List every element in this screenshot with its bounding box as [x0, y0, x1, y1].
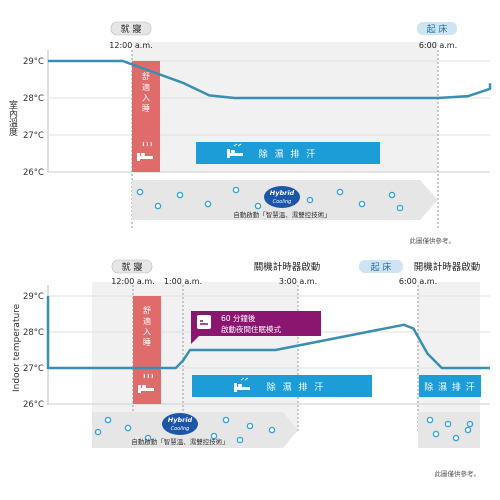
- bottom-dehumid-label: 除 濕 排 汗: [267, 381, 326, 393]
- bed-icon: [137, 141, 153, 161]
- humidity-dot: [222, 416, 230, 424]
- top-marker-time-0: 12:00 a.m.: [109, 41, 152, 50]
- bottom-dehumid-label-2: 除 濕 排 汗: [424, 381, 476, 393]
- bottom-hybrid-strip-2: [418, 412, 480, 448]
- bottom-temperature-series: [46, 296, 490, 370]
- humidity-dot: [426, 416, 434, 424]
- bed-icon: [234, 377, 250, 392]
- bottom-sleep-band: [133, 296, 161, 404]
- humidity-dot: [124, 424, 132, 432]
- bottom-marker-pill-0: [111, 259, 153, 274]
- humidity-dot: [154, 202, 162, 210]
- humidity-dot: [444, 420, 452, 428]
- bottom-night-region-2: [418, 282, 480, 432]
- top-sleep-band: [132, 61, 160, 172]
- bottom-ytick: 28°C: [23, 328, 44, 338]
- bottom-marker-time-2: 3:00 a.m.: [279, 277, 317, 286]
- bottom-y-label: Indoor temperature: [12, 303, 22, 392]
- bottom-humidity-dots: [94, 416, 474, 444]
- top-temperature-series: [48, 59, 492, 100]
- bottom-marker-label-2: 關機計時器啟動: [254, 261, 321, 273]
- bottom-hybrid-caption: 自動啟動「智慧溫、濕雙控技術」: [131, 437, 229, 446]
- humidity-dot: [396, 204, 404, 212]
- top-marker-label-0: 就 寢: [121, 23, 142, 35]
- humidity-dot: [210, 432, 218, 440]
- humidity-dot: [464, 426, 472, 434]
- top-sleep-label: 舒 適 入 睡: [142, 71, 151, 112]
- badge-line2: Cooling: [273, 199, 292, 205]
- humidity-dot: [144, 434, 152, 442]
- humidity-dot: [388, 191, 396, 199]
- humidity-dot: [466, 420, 474, 428]
- bottom-marker-label-4: 開機計時器啟動: [414, 261, 481, 273]
- top-note: 此圖僅供參考。: [410, 236, 456, 245]
- bottom-callout-line2: 啟動夜間住眠模式: [221, 324, 281, 334]
- bottom-ytick: 27°C: [23, 364, 44, 374]
- top-marker-pill-1: [417, 22, 457, 35]
- humidity-dot: [94, 428, 102, 436]
- humidity-dot: [236, 436, 244, 444]
- top-marker-label-1: 起 床: [427, 23, 448, 35]
- bottom-callout-box: [191, 311, 321, 336]
- bottom-marker-label-0: 就 寢: [122, 261, 143, 273]
- humidity-dot: [268, 426, 276, 434]
- moon-bed-icon: [197, 315, 211, 329]
- bottom-note: 此圖僅供參考。: [435, 469, 481, 478]
- bottom-callout-line1: 60 分鐘後: [221, 313, 256, 323]
- humidity-dot: [176, 191, 184, 199]
- humidity-dot: [254, 202, 262, 210]
- humidity-dot: [306, 196, 314, 204]
- humidity-dot: [452, 434, 460, 442]
- badge-line1: Hybrid: [168, 416, 193, 424]
- bottom-marker-time-1: 1:00 a.m.: [164, 277, 202, 286]
- bottom-marker-time-3: 6:00 a.m.: [399, 277, 437, 286]
- bed-icon: [138, 373, 154, 393]
- bottom-sleep-label: 舒 適 入 睡: [143, 305, 152, 346]
- bottom-ytick: 26°C: [23, 400, 44, 410]
- bottom-ytick: 29°C: [23, 292, 44, 302]
- bed-icon: [227, 143, 243, 158]
- top-chart: 29°C 28°C 27°C 26°C 室內溫度 就 寢 12:00 a.m. …: [7, 21, 492, 245]
- top-ytick: 29°C: [23, 57, 44, 67]
- bottom-marker-time-0: 12:00 a.m.: [111, 277, 154, 286]
- bottom-dehumid-band-2: [419, 375, 481, 397]
- humidity-dot: [336, 188, 344, 196]
- hybrid-cooling-badge: Hybrid Cooling: [264, 186, 300, 208]
- bottom-night-region-1: [92, 282, 298, 432]
- humidity-dot: [104, 416, 112, 424]
- top-ytick: 28°C: [23, 94, 44, 104]
- top-humidity-dots: [136, 186, 404, 212]
- top-ytick: 27°C: [23, 131, 44, 141]
- bottom-callout-tail: [191, 336, 199, 344]
- humidity-dot: [136, 188, 144, 196]
- badge-line2: Cooling: [171, 426, 190, 432]
- top-hybrid-caption: 自動啟動「智慧溫、濕雙控技術」: [233, 210, 331, 219]
- hybrid-cooling-badge: Hybrid Cooling: [162, 413, 198, 435]
- humidity-dot: [246, 422, 254, 430]
- top-marker-time-1: 6:00 a.m.: [419, 41, 457, 50]
- humidity-dot: [358, 200, 366, 208]
- badge-line1: Hybrid: [270, 189, 295, 197]
- top-marker-pill-0: [110, 21, 152, 36]
- top-ytick: 26°C: [23, 168, 44, 178]
- top-dehumid-label: 除 濕 排 汗: [259, 148, 318, 160]
- humidity-dot: [432, 430, 440, 438]
- humidity-dot: [204, 200, 212, 208]
- bottom-chart: 29°C 28°C 27°C 26°C Indoor temperature 就…: [12, 259, 490, 478]
- bottom-marker-pill-3: [359, 260, 403, 273]
- top-y-label: 室內溫度: [7, 99, 18, 137]
- humidity-dot: [232, 186, 240, 194]
- bottom-marker-label-3: 起 床: [371, 261, 392, 273]
- top-dehumid-band: [196, 142, 380, 164]
